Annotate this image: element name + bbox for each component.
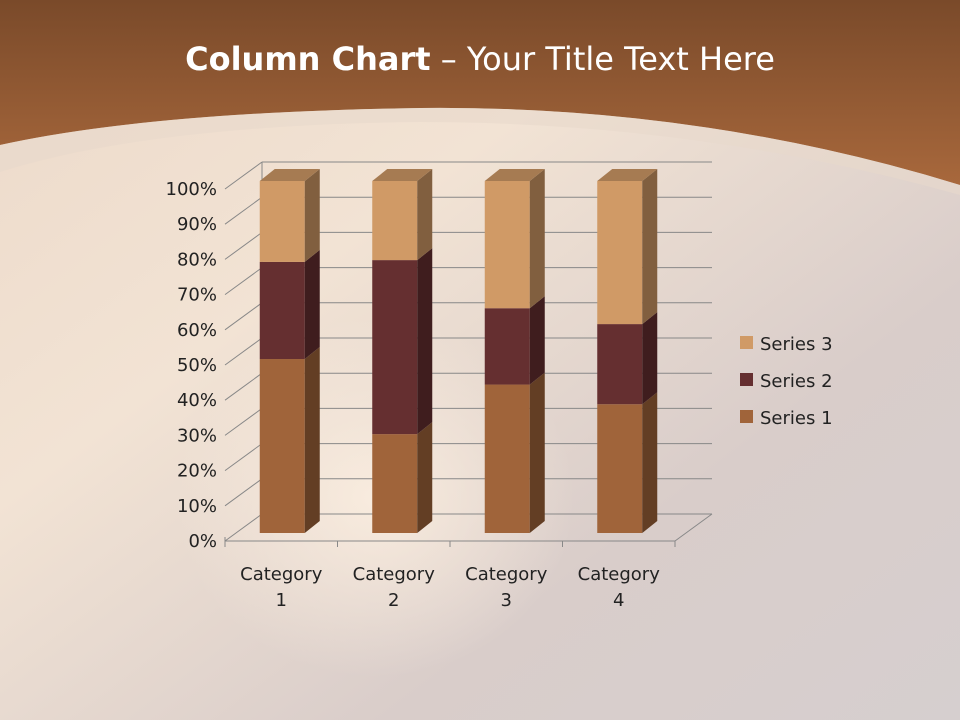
y-tick-label: 100%	[166, 179, 217, 200]
bar-top	[597, 169, 658, 181]
bar-side	[417, 169, 433, 261]
slide-title: Column Chart – Your Title Text Here	[0, 40, 960, 78]
y-tick-label: 60%	[177, 320, 217, 341]
title-rest: – Your Title Text Here	[430, 40, 775, 78]
gridline-side	[224, 372, 263, 401]
bar-segment	[372, 169, 433, 261]
bar-front	[484, 181, 530, 309]
bar-side	[417, 248, 433, 435]
bar-front	[372, 434, 418, 533]
legend-label: Series 3	[760, 334, 833, 355]
title-bold: Column Chart	[185, 40, 431, 78]
x-tick-label: Category 4	[578, 564, 661, 611]
legend-item: Series 3	[740, 334, 833, 355]
x-tick-label-line: Category	[353, 564, 436, 585]
bar-side	[417, 422, 433, 533]
bar-segment	[597, 169, 658, 325]
bar-segment	[372, 422, 433, 533]
legend-swatch	[740, 373, 753, 386]
legend-swatch	[740, 410, 753, 423]
gridline-side	[224, 337, 263, 366]
floor-right-edge	[674, 513, 713, 542]
gridline-side	[224, 407, 263, 436]
bar-front	[372, 181, 418, 261]
x-tick-label-line: Category	[578, 564, 661, 585]
bar-segment	[597, 312, 658, 405]
gridline-side	[224, 231, 263, 260]
bar-side	[529, 169, 545, 309]
y-tick-label: 80%	[177, 249, 217, 270]
y-tick-label: 50%	[177, 355, 217, 376]
x-tick-label-line: 3	[501, 590, 512, 611]
bar-segment	[484, 169, 545, 309]
bar-front	[597, 404, 643, 533]
legend-swatch	[740, 336, 753, 349]
bar-front	[597, 324, 643, 405]
bar-side	[642, 312, 658, 405]
bar-segment	[484, 296, 545, 385]
bar-top	[259, 169, 320, 181]
x-tick-label: Category 3	[465, 564, 548, 611]
legend-label: Series 1	[760, 408, 833, 429]
bar-top	[484, 169, 545, 181]
y-tick-label: 90%	[177, 214, 217, 235]
bar-side	[642, 392, 658, 533]
bar-segment	[372, 248, 433, 435]
bar-front	[259, 261, 305, 360]
bar-front	[484, 384, 530, 533]
bar-segment	[484, 372, 545, 533]
x-tick-label-line: 2	[388, 590, 399, 611]
bar-segment	[597, 392, 658, 533]
y-tick-label: 0%	[188, 531, 217, 552]
legend-label: Series 2	[760, 371, 833, 392]
bar-side	[642, 169, 658, 325]
legend-item: Series 1	[740, 408, 833, 429]
x-tick-label-line: Category	[465, 564, 548, 585]
bar-front	[484, 308, 530, 385]
bar-segment	[259, 347, 320, 533]
bar-segment	[259, 249, 320, 360]
y-tick-label: 40%	[177, 390, 217, 411]
legend-item: Series 2	[740, 371, 833, 392]
y-tick-label: 30%	[177, 425, 217, 446]
bar-top	[372, 169, 433, 181]
bar-side	[529, 296, 545, 385]
x-tick-label-line: 4	[613, 590, 624, 611]
x-tick-label: Category 2	[353, 564, 436, 611]
gridline-side	[224, 443, 263, 472]
x-tick-label: Category 1	[240, 564, 323, 611]
gridline-side	[224, 513, 263, 542]
bar-segment	[259, 169, 320, 262]
gridline-side	[224, 196, 263, 225]
gridline-side	[224, 267, 263, 296]
bar-front	[259, 359, 305, 533]
bar-side	[304, 249, 320, 360]
y-tick-label: 20%	[177, 461, 217, 482]
gridline-side	[224, 478, 263, 507]
gridline-side	[224, 161, 263, 190]
x-tick-label-line: 1	[276, 590, 287, 611]
bar-front	[597, 181, 643, 325]
bar-side	[304, 347, 320, 533]
y-tick-label: 70%	[177, 285, 217, 306]
x-tick-label-line: Category	[240, 564, 323, 585]
y-tick-label: 10%	[177, 496, 217, 517]
bar-side	[304, 169, 320, 262]
bar-front	[372, 260, 418, 435]
bar-side	[529, 372, 545, 533]
bar-front	[259, 181, 305, 262]
gridline-side	[224, 302, 263, 331]
